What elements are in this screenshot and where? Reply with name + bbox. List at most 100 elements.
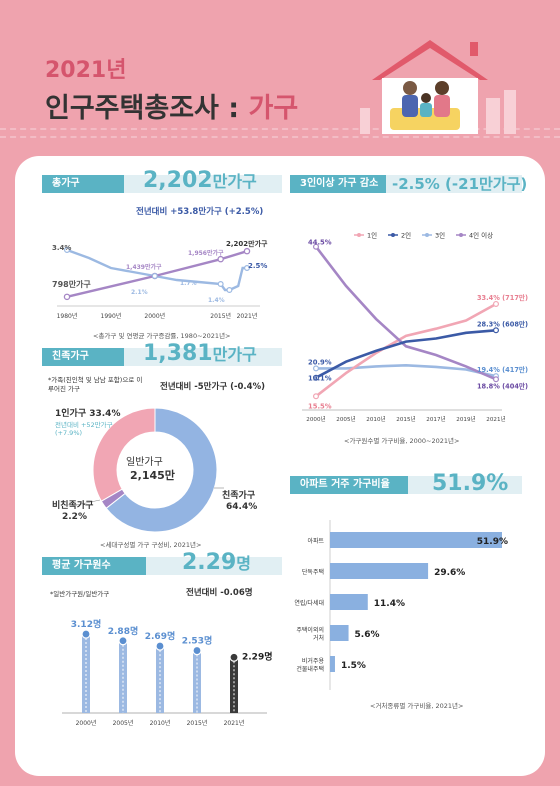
bar [330, 594, 368, 610]
x-tick-label: 2010년 [150, 719, 171, 727]
label-one-person: 1인가구 33.4% [55, 409, 121, 419]
section-tag-apartment: 아파트 거주 가구비율 [290, 476, 408, 494]
data-label: 1.4% [208, 297, 225, 304]
label-one-person-sub1: 전년대비 +52만가구 [55, 421, 113, 429]
leader-line [71, 499, 101, 507]
caption-total: <총가구 및 연평균 가구증감률, 1980~2021년> [93, 332, 231, 340]
bar-cap [118, 636, 128, 646]
legend-marker [459, 233, 463, 237]
x-tick-label: 2019년 [456, 415, 475, 423]
x-tick-label: 2015년 [396, 415, 415, 423]
data-point-rate [64, 247, 71, 254]
apartment-value: 51.9% [432, 471, 509, 496]
x-tick-label: 2005년 [113, 719, 134, 727]
start-label: 19.1% [308, 375, 332, 383]
label-non-kin: 비친족가구 [52, 501, 94, 511]
family-house-illustration [360, 40, 516, 134]
category-label: 단독주택 [302, 568, 324, 576]
data-label: 1.7% [180, 280, 197, 287]
series-line-total [66, 250, 248, 298]
label-kin: 친족가구 [222, 491, 256, 501]
legend-marker [391, 233, 395, 237]
big-unit: 명 [236, 554, 252, 573]
kin-yoy: 전년대비 -5만가구 (-0.4%) [160, 382, 265, 392]
chart-avg-household-size: 3.12명 2000년 2.88명 2005년 2.69명 2010년 2.53명 2015년… [62, 618, 273, 727]
donut-slice-3 [105, 407, 218, 533]
section-tag-decline: 3인이상 가구 감소 [290, 175, 386, 193]
category-label: 주택이외의 [296, 626, 324, 634]
bar-value-label: 29.6% [434, 568, 465, 578]
start-label: 15.5% [308, 402, 332, 410]
title-main: 인구주택총조사 [45, 93, 219, 124]
chart-household-size-ratio: 1인 2인 3인 4인 이상 2000년 2005년 2010년 2015년 2017년 2019… [302, 231, 528, 423]
label-one-person-sub2: (+7.9%) [55, 429, 83, 437]
decline-value: -2.5% (-21만가구) [392, 175, 528, 193]
data-label: 1,439만가구 [126, 263, 162, 271]
section-tag-avg: 평균 가구원수 [42, 557, 146, 575]
x-tick-label: 2000년 [144, 312, 165, 320]
end-label: 19.4% (417만) [477, 365, 528, 374]
big-number: 2,202 [143, 168, 213, 193]
category-label: 비거주용 [302, 657, 325, 665]
data-point-rate [244, 264, 251, 271]
bar [82, 634, 90, 713]
data-label: 798만가구 [52, 279, 91, 289]
data-point-total [217, 255, 224, 263]
x-tick-label: 2021년 [224, 719, 245, 727]
legend-label: 3인 [435, 231, 445, 240]
series-line [316, 363, 497, 378]
start-label: 20.9% [308, 358, 332, 366]
section-tag-total: 총가구 [42, 175, 124, 193]
x-tick-label: 2000년 [76, 719, 97, 727]
x-tick-label: 1980년 [57, 312, 78, 320]
big-number: 1,381 [143, 341, 213, 366]
kin-households-value: 1,381만가구 [143, 341, 257, 366]
data-label: 2.1% [131, 289, 148, 296]
avg-yoy: 전년대비 -0.06명 [186, 588, 253, 598]
x-tick-label: 2010년 [366, 415, 385, 423]
donut-household-composition [71, 407, 224, 533]
title-sep: : [218, 93, 249, 124]
bar-value-label: 51.9% [477, 537, 508, 547]
series-line [315, 329, 497, 379]
bar-value-label: 2.69명 [145, 630, 176, 642]
header-year: 2021년 [45, 58, 127, 83]
total-households-value: 2,202만가구 [143, 168, 257, 193]
data-point-rate [226, 286, 233, 293]
title-accent: 가구 [248, 93, 299, 124]
data-point [493, 376, 500, 383]
big-number: 2.29 [182, 550, 237, 575]
bar-value-label: 2.53명 [182, 635, 213, 647]
bar-cap [192, 645, 202, 656]
big-unit: 만가구 [212, 172, 257, 191]
data-point-total [243, 247, 251, 255]
data-point-rate [151, 272, 158, 279]
legend-label: 2인 [401, 231, 411, 240]
end-label: 28.3% (608만) [477, 319, 528, 328]
donut-center-label: 일반가구 [126, 457, 163, 468]
total-yoy: 전년대비 +53.8만가구 (+2.5%) [136, 207, 264, 217]
avg-note: *일반가구원/일반가구 [50, 590, 110, 598]
bar [230, 657, 238, 713]
data-point [313, 243, 320, 250]
donut-center-value: 2,145만 [130, 469, 175, 482]
bar [330, 625, 349, 641]
kin-note: *가족(친인척 및 남남 포함)으로 이루어진 가구 [48, 376, 143, 393]
avg-size-value: 2.29명 [182, 550, 251, 575]
legend-label: 4인 이상 [469, 231, 493, 240]
bar-cap [155, 641, 165, 651]
category-label: 연립/다세대 [294, 599, 324, 607]
x-tick-label: 2005년 [336, 415, 355, 423]
series-line [314, 245, 497, 381]
bar-value-label: 2.29명 [242, 650, 273, 662]
label-kin-pct: 64.4% [226, 502, 258, 512]
bar [330, 532, 502, 548]
data-label: 2,202만가구 [226, 239, 268, 248]
header-title: 인구주택총조사 : 가구 [45, 86, 298, 125]
series-line-rate [66, 248, 247, 292]
data-label: 3.4% [52, 244, 71, 252]
end-label: 33.4% (717만) [477, 293, 528, 302]
data-label: 1,956만가구 [188, 249, 224, 257]
bar-value-label: 1.5% [341, 661, 366, 671]
